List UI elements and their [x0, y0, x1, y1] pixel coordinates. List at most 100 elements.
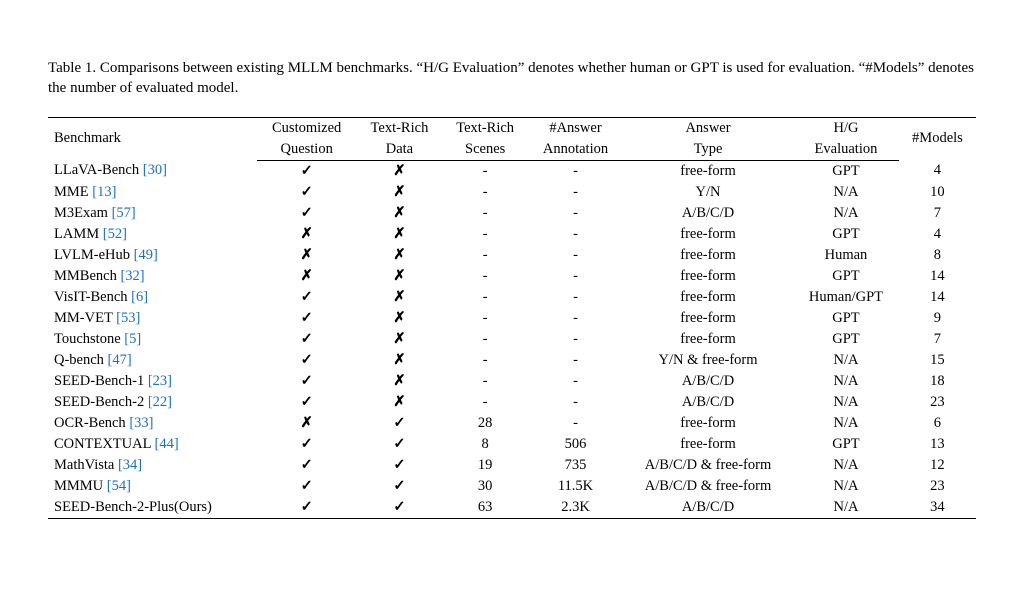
- cell-customized: ✓: [257, 350, 357, 371]
- check-icon: ✓: [393, 436, 405, 452]
- cell-customized: ✓: [257, 497, 357, 519]
- cell-scenes: -: [442, 392, 528, 413]
- cell-answer_type: A/B/C/D: [623, 392, 793, 413]
- citation: [22]: [148, 394, 172, 410]
- table-row: LLaVA-Bench [30]✓✗--free-formGPT4: [48, 160, 976, 182]
- cell-customized: ✓: [257, 287, 357, 308]
- benchmark-name: MME: [54, 184, 89, 200]
- citation: [34]: [118, 457, 142, 473]
- cell-textrich_data: ✗: [357, 224, 443, 245]
- benchmark-name: Touchstone: [54, 331, 121, 347]
- check-icon: ✓: [393, 478, 405, 494]
- benchmark-name-cell: MathVista [34]: [48, 455, 257, 476]
- table-row: OCR-Bench [33]✗✓28-free-formN/A6: [48, 413, 976, 434]
- col-header-line2: Data: [357, 139, 443, 161]
- cell-scenes: -: [442, 371, 528, 392]
- citation: [47]: [108, 352, 132, 368]
- cell-hg: GPT: [793, 434, 899, 455]
- cell-answer_type: free-form: [623, 266, 793, 287]
- cell-answer_type: free-form: [623, 308, 793, 329]
- table-row: MM-VET [53]✓✗--free-formGPT9: [48, 308, 976, 329]
- cell-annotation: -: [528, 182, 623, 203]
- cell-answer_type: free-form: [623, 160, 793, 182]
- cell-answer_type: A/B/C/D: [623, 371, 793, 392]
- table-row: MME [13]✓✗--Y/NN/A10: [48, 182, 976, 203]
- cell-customized: ✓: [257, 476, 357, 497]
- benchmark-name-cell: SEED-Bench-2 [22]: [48, 392, 257, 413]
- benchmark-name-cell: M3Exam [57]: [48, 203, 257, 224]
- benchmark-name: CONTEXTUAL: [54, 436, 151, 452]
- cross-icon: ✗: [393, 268, 405, 284]
- cell-customized: ✗: [257, 413, 357, 434]
- cell-hg: N/A: [793, 350, 899, 371]
- cell-scenes: -: [442, 329, 528, 350]
- benchmark-name-cell: SEED-Bench-2-Plus(Ours): [48, 497, 257, 519]
- table-row: MathVista [34]✓✓19735A/B/C/D & free-form…: [48, 455, 976, 476]
- table-body: LLaVA-Bench [30]✓✗--free-formGPT4MME [13…: [48, 160, 976, 518]
- cell-textrich_data: ✗: [357, 203, 443, 224]
- citation: [49]: [134, 247, 158, 263]
- cell-answer_type: free-form: [623, 413, 793, 434]
- col-header-line1: Answer: [623, 117, 793, 139]
- cell-models: 8: [899, 245, 976, 266]
- check-icon: ✓: [301, 373, 313, 389]
- cell-models: 6: [899, 413, 976, 434]
- cell-customized: ✓: [257, 182, 357, 203]
- cell-customized: ✓: [257, 160, 357, 182]
- benchmark-name-cell: MMMU [54]: [48, 476, 257, 497]
- cell-customized: ✗: [257, 245, 357, 266]
- cell-hg: GPT: [793, 329, 899, 350]
- cell-answer_type: free-form: [623, 329, 793, 350]
- cell-annotation: -: [528, 350, 623, 371]
- cell-hg: N/A: [793, 497, 899, 519]
- benchmark-name: LVLM-eHub: [54, 247, 130, 263]
- cell-models: 10: [899, 182, 976, 203]
- cell-textrich_data: ✓: [357, 413, 443, 434]
- cell-annotation: 11.5K: [528, 476, 623, 497]
- cell-textrich_data: ✗: [357, 308, 443, 329]
- cell-hg: N/A: [793, 203, 899, 224]
- benchmark-name: Q-bench: [54, 352, 104, 368]
- cross-icon: ✗: [393, 310, 405, 326]
- table-row: VisIT-Bench [6]✓✗--free-formHuman/GPT14: [48, 287, 976, 308]
- cross-icon: ✗: [393, 289, 405, 305]
- cell-hg: N/A: [793, 455, 899, 476]
- cell-annotation: -: [528, 308, 623, 329]
- benchmark-name: MathVista: [54, 457, 114, 473]
- cell-customized: ✓: [257, 203, 357, 224]
- benchmark-name-cell: Touchstone [5]: [48, 329, 257, 350]
- cell-textrich_data: ✓: [357, 434, 443, 455]
- cell-hg: N/A: [793, 392, 899, 413]
- cell-hg: Human: [793, 245, 899, 266]
- col-header-line2: Question: [257, 139, 357, 161]
- cell-scenes: -: [442, 224, 528, 245]
- cell-answer_type: free-form: [623, 287, 793, 308]
- cell-models: 14: [899, 266, 976, 287]
- cross-icon: ✗: [393, 352, 405, 368]
- cell-models: 34: [899, 497, 976, 519]
- cell-annotation: 735: [528, 455, 623, 476]
- col-header-line2: Annotation: [528, 139, 623, 161]
- col-header-line1: Text-Rich: [357, 117, 443, 139]
- col-header-line1: Customized: [257, 117, 357, 139]
- cell-answer_type: A/B/C/D: [623, 497, 793, 519]
- check-icon: ✓: [301, 289, 313, 305]
- cell-scenes: 63: [442, 497, 528, 519]
- check-icon: ✓: [301, 478, 313, 494]
- check-icon: ✓: [301, 310, 313, 326]
- citation: [23]: [148, 373, 172, 389]
- cell-annotation: -: [528, 245, 623, 266]
- cell-scenes: -: [442, 245, 528, 266]
- table-caption: Table 1. Comparisons between existing ML…: [48, 58, 976, 99]
- cell-scenes: -: [442, 308, 528, 329]
- cell-models: 4: [899, 224, 976, 245]
- cross-icon: ✗: [393, 331, 405, 347]
- cell-hg: N/A: [793, 182, 899, 203]
- cell-hg: GPT: [793, 308, 899, 329]
- cell-models: 4: [899, 160, 976, 182]
- benchmark-name: LLaVA-Bench: [54, 162, 139, 178]
- cell-textrich_data: ✗: [357, 392, 443, 413]
- cell-annotation: 2.3K: [528, 497, 623, 519]
- benchmark-name: VisIT-Bench: [54, 289, 128, 305]
- cell-answer_type: A/B/C/D: [623, 203, 793, 224]
